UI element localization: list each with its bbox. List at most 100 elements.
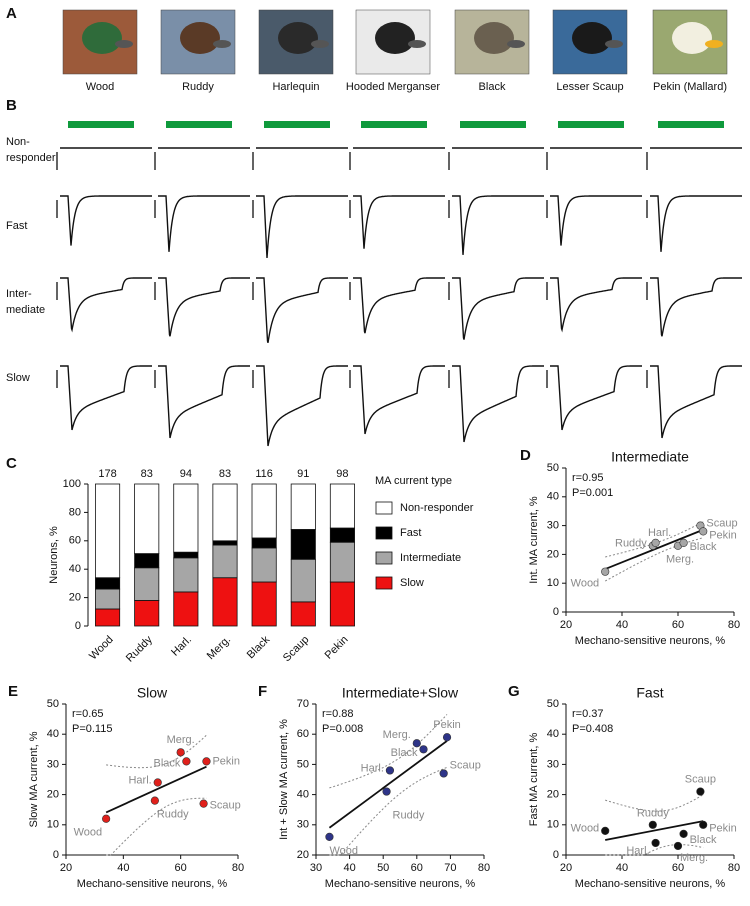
tick-label: 40 (616, 862, 628, 874)
x-axis-label: Mechano-sensitive neurons, % (575, 635, 726, 647)
tick-label: 70 (444, 862, 456, 874)
y-axis-label: Fast MA current, % (528, 733, 540, 827)
bar-segment (251, 547, 277, 583)
point-label: Black (391, 747, 418, 759)
count-label: 83 (219, 468, 231, 480)
tick-label: 20 (297, 849, 309, 861)
row-label: mediate (6, 304, 45, 316)
current-trace (256, 277, 348, 343)
x-tick-label: Harl. (169, 634, 194, 659)
bar-segment (329, 527, 355, 543)
stat-text: P=0.008 (322, 723, 363, 735)
point-label: Harl. (626, 845, 649, 857)
tick-label: 30 (547, 758, 559, 770)
current-trace (353, 195, 445, 249)
tick-label: 20 (560, 619, 572, 631)
data-point (176, 748, 185, 757)
y-axis-label: Int + Slow MA current, % (278, 719, 290, 840)
bar-segment (95, 577, 121, 590)
point-label: Pekin (433, 719, 461, 731)
data-point (150, 796, 159, 805)
tick-label: 0 (553, 849, 559, 861)
tick-label: 20 (47, 789, 59, 801)
point-label: Black (690, 834, 717, 846)
current-trace (353, 365, 445, 435)
legend-swatch (375, 576, 393, 590)
count-label: 94 (180, 468, 192, 480)
panel-letter: F (258, 683, 267, 700)
confidence-band (329, 714, 448, 789)
tick-label: 40 (616, 619, 628, 631)
row-label: Inter- (6, 288, 32, 300)
current-trace (550, 195, 642, 246)
point-label: Pekin (212, 755, 240, 767)
legend-title: MA current type (375, 475, 452, 487)
tick-label: 50 (547, 698, 559, 710)
tick-label: 50 (547, 462, 559, 474)
species-name: Ruddy (182, 81, 214, 93)
data-point (325, 832, 334, 841)
chart-title: Slow (137, 685, 168, 701)
x-tick-label: Ruddy (124, 633, 155, 664)
stat-text: r=0.88 (322, 708, 354, 720)
species-name: Wood (86, 81, 115, 93)
stat-text: r=0.65 (72, 708, 104, 720)
current-trace (158, 365, 250, 439)
bar-segment (329, 581, 355, 627)
current-trace (650, 365, 742, 439)
bar-segment (173, 551, 199, 559)
panel-letter: A (6, 5, 17, 22)
bar-segment (212, 577, 238, 627)
point-label: Ruddy (637, 808, 669, 820)
current-trace (452, 195, 544, 255)
current-trace (256, 365, 348, 447)
data-point (202, 757, 211, 766)
tick-label: 30 (310, 862, 322, 874)
point-label: Harl. (361, 762, 384, 774)
tick-label: 60 (672, 862, 684, 874)
data-point (696, 787, 705, 796)
legend-swatch (375, 551, 393, 565)
x-axis-label: Mechano-sensitive neurons, % (575, 878, 726, 890)
duck-head (278, 22, 318, 54)
duck-bill (311, 40, 329, 48)
current-trace (60, 365, 152, 431)
count-label: 91 (297, 468, 309, 480)
duck-bill (605, 40, 623, 48)
duck-head (572, 22, 612, 54)
regression-line (105, 765, 207, 814)
count-label: 116 (255, 468, 273, 480)
tick-label: 50 (297, 758, 309, 770)
data-point (679, 538, 688, 547)
stimulus-bar (361, 121, 427, 128)
duck-bill (507, 40, 525, 48)
point-label: Harl. (128, 774, 151, 786)
data-point (601, 826, 610, 835)
tick-label: 0 (553, 606, 559, 618)
bar-segment (212, 483, 238, 542)
tick-label: 40 (297, 789, 309, 801)
x-tick-label: Pekin (323, 634, 351, 662)
chart-title: Intermediate (611, 449, 689, 465)
duck-head (375, 22, 415, 54)
point-label: Black (153, 757, 180, 769)
tick-label: 30 (547, 520, 559, 532)
data-point (651, 538, 660, 547)
stimulus-bar (658, 121, 724, 128)
point-label: Ruddy (157, 809, 189, 821)
row-label: Slow (6, 372, 30, 384)
duck-head (180, 22, 220, 54)
point-label: Ruddy (393, 809, 425, 821)
bar-segment (212, 544, 238, 579)
tick-label: 20 (60, 862, 72, 874)
stimulus-bar (68, 121, 134, 128)
tick-label: 100 (63, 478, 81, 490)
stat-text: P=0.408 (572, 723, 613, 735)
current-trace (550, 277, 642, 333)
point-label: Wood (571, 823, 600, 835)
confidence-band (605, 844, 704, 856)
stimulus-bar (264, 121, 330, 128)
tick-label: 30 (47, 758, 59, 770)
chart-title: Fast (636, 685, 663, 701)
point-label: Scaup (210, 800, 241, 812)
